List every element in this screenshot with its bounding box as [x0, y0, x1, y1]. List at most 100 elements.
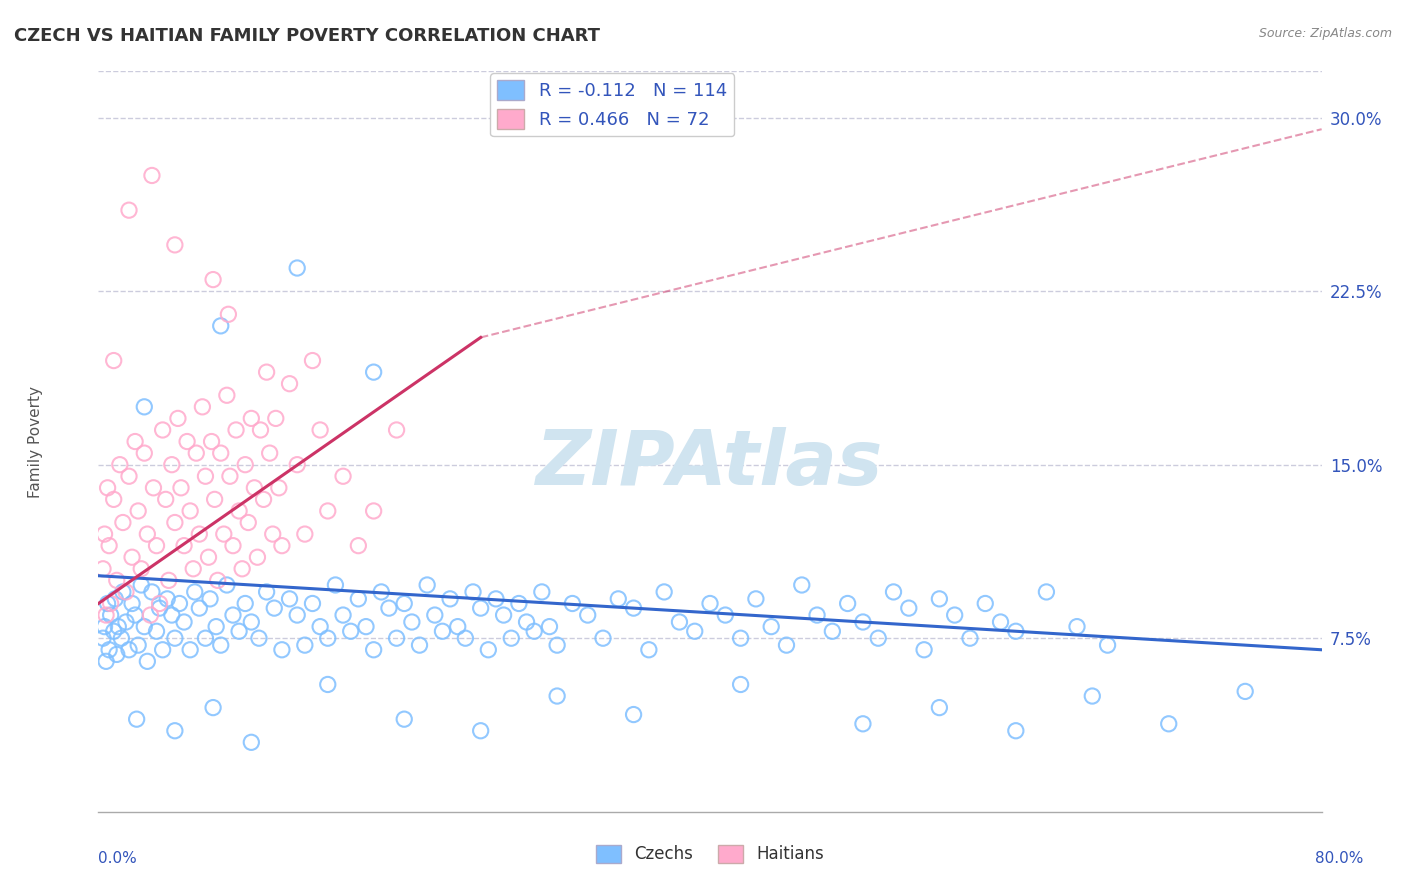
- Point: [325, 578, 347, 592]
- Point: [188, 601, 211, 615]
- Point: [118, 642, 141, 657]
- Point: [212, 527, 235, 541]
- Point: [141, 169, 163, 183]
- Point: [124, 434, 146, 449]
- Point: [225, 423, 247, 437]
- Point: [668, 615, 690, 629]
- Point: [883, 585, 905, 599]
- Point: [546, 638, 568, 652]
- Point: [100, 597, 122, 611]
- Point: [118, 203, 141, 218]
- Point: [191, 400, 214, 414]
- Point: [194, 631, 217, 645]
- Point: [370, 585, 392, 599]
- Point: [93, 619, 115, 633]
- Point: [121, 597, 143, 611]
- Point: [170, 481, 193, 495]
- Point: [294, 638, 316, 652]
- Point: [134, 619, 156, 633]
- Point: [401, 615, 423, 629]
- Point: [209, 446, 232, 460]
- Point: [233, 597, 256, 611]
- Point: [222, 608, 245, 623]
- Point: [197, 550, 219, 565]
- Point: [309, 619, 332, 633]
- Point: [156, 591, 179, 606]
- Point: [1004, 624, 1026, 639]
- Point: [240, 735, 263, 749]
- Point: [316, 677, 339, 691]
- Point: [155, 492, 177, 507]
- Point: [714, 608, 737, 623]
- Text: ZIPAtlas: ZIPAtlas: [536, 426, 884, 500]
- Point: [91, 562, 114, 576]
- Point: [97, 481, 120, 495]
- Point: [309, 423, 332, 437]
- Point: [943, 608, 966, 623]
- Point: [897, 601, 920, 615]
- Point: [576, 608, 599, 623]
- Point: [145, 624, 167, 639]
- Point: [160, 458, 183, 472]
- Point: [423, 608, 446, 623]
- Point: [125, 712, 148, 726]
- Point: [278, 376, 301, 391]
- Point: [121, 550, 143, 565]
- Point: [316, 631, 339, 645]
- Point: [149, 601, 172, 615]
- Point: [238, 516, 260, 530]
- Point: [454, 631, 477, 645]
- Point: [181, 562, 204, 576]
- Point: [363, 642, 385, 657]
- Point: [247, 631, 270, 645]
- Point: [163, 238, 186, 252]
- Point: [129, 562, 152, 576]
- Point: [285, 458, 308, 472]
- Point: [607, 591, 630, 606]
- Point: [852, 716, 875, 731]
- Point: [990, 615, 1012, 629]
- Point: [198, 591, 221, 606]
- Point: [108, 458, 131, 472]
- Point: [103, 353, 125, 368]
- Point: [243, 481, 266, 495]
- Point: [105, 574, 128, 588]
- Point: [152, 423, 174, 437]
- Point: [94, 608, 117, 623]
- Point: [263, 601, 285, 615]
- Point: [378, 601, 401, 615]
- Point: [790, 578, 813, 592]
- Text: 0.0%: 0.0%: [98, 851, 138, 865]
- Point: [215, 578, 238, 592]
- Point: [912, 642, 935, 657]
- Point: [93, 527, 115, 541]
- Point: [141, 585, 163, 599]
- Point: [928, 591, 950, 606]
- Point: [868, 631, 890, 645]
- Point: [332, 469, 354, 483]
- Point: [91, 631, 114, 645]
- Point: [127, 638, 149, 652]
- Point: [508, 597, 530, 611]
- Point: [523, 624, 546, 639]
- Point: [530, 585, 553, 599]
- Point: [492, 608, 515, 623]
- Point: [477, 642, 499, 657]
- Point: [129, 578, 152, 592]
- Point: [301, 597, 323, 611]
- Point: [546, 689, 568, 703]
- Point: [363, 365, 385, 379]
- Point: [104, 591, 127, 606]
- Point: [332, 608, 354, 623]
- Point: [959, 631, 981, 645]
- Point: [347, 539, 370, 553]
- Point: [228, 624, 250, 639]
- Text: CZECH VS HAITIAN FAMILY POVERTY CORRELATION CHART: CZECH VS HAITIAN FAMILY POVERTY CORRELAT…: [14, 27, 600, 45]
- Point: [98, 642, 121, 657]
- Point: [173, 539, 195, 553]
- Point: [139, 608, 162, 623]
- Point: [205, 619, 228, 633]
- Point: [347, 591, 370, 606]
- Point: [215, 388, 238, 402]
- Point: [115, 615, 138, 629]
